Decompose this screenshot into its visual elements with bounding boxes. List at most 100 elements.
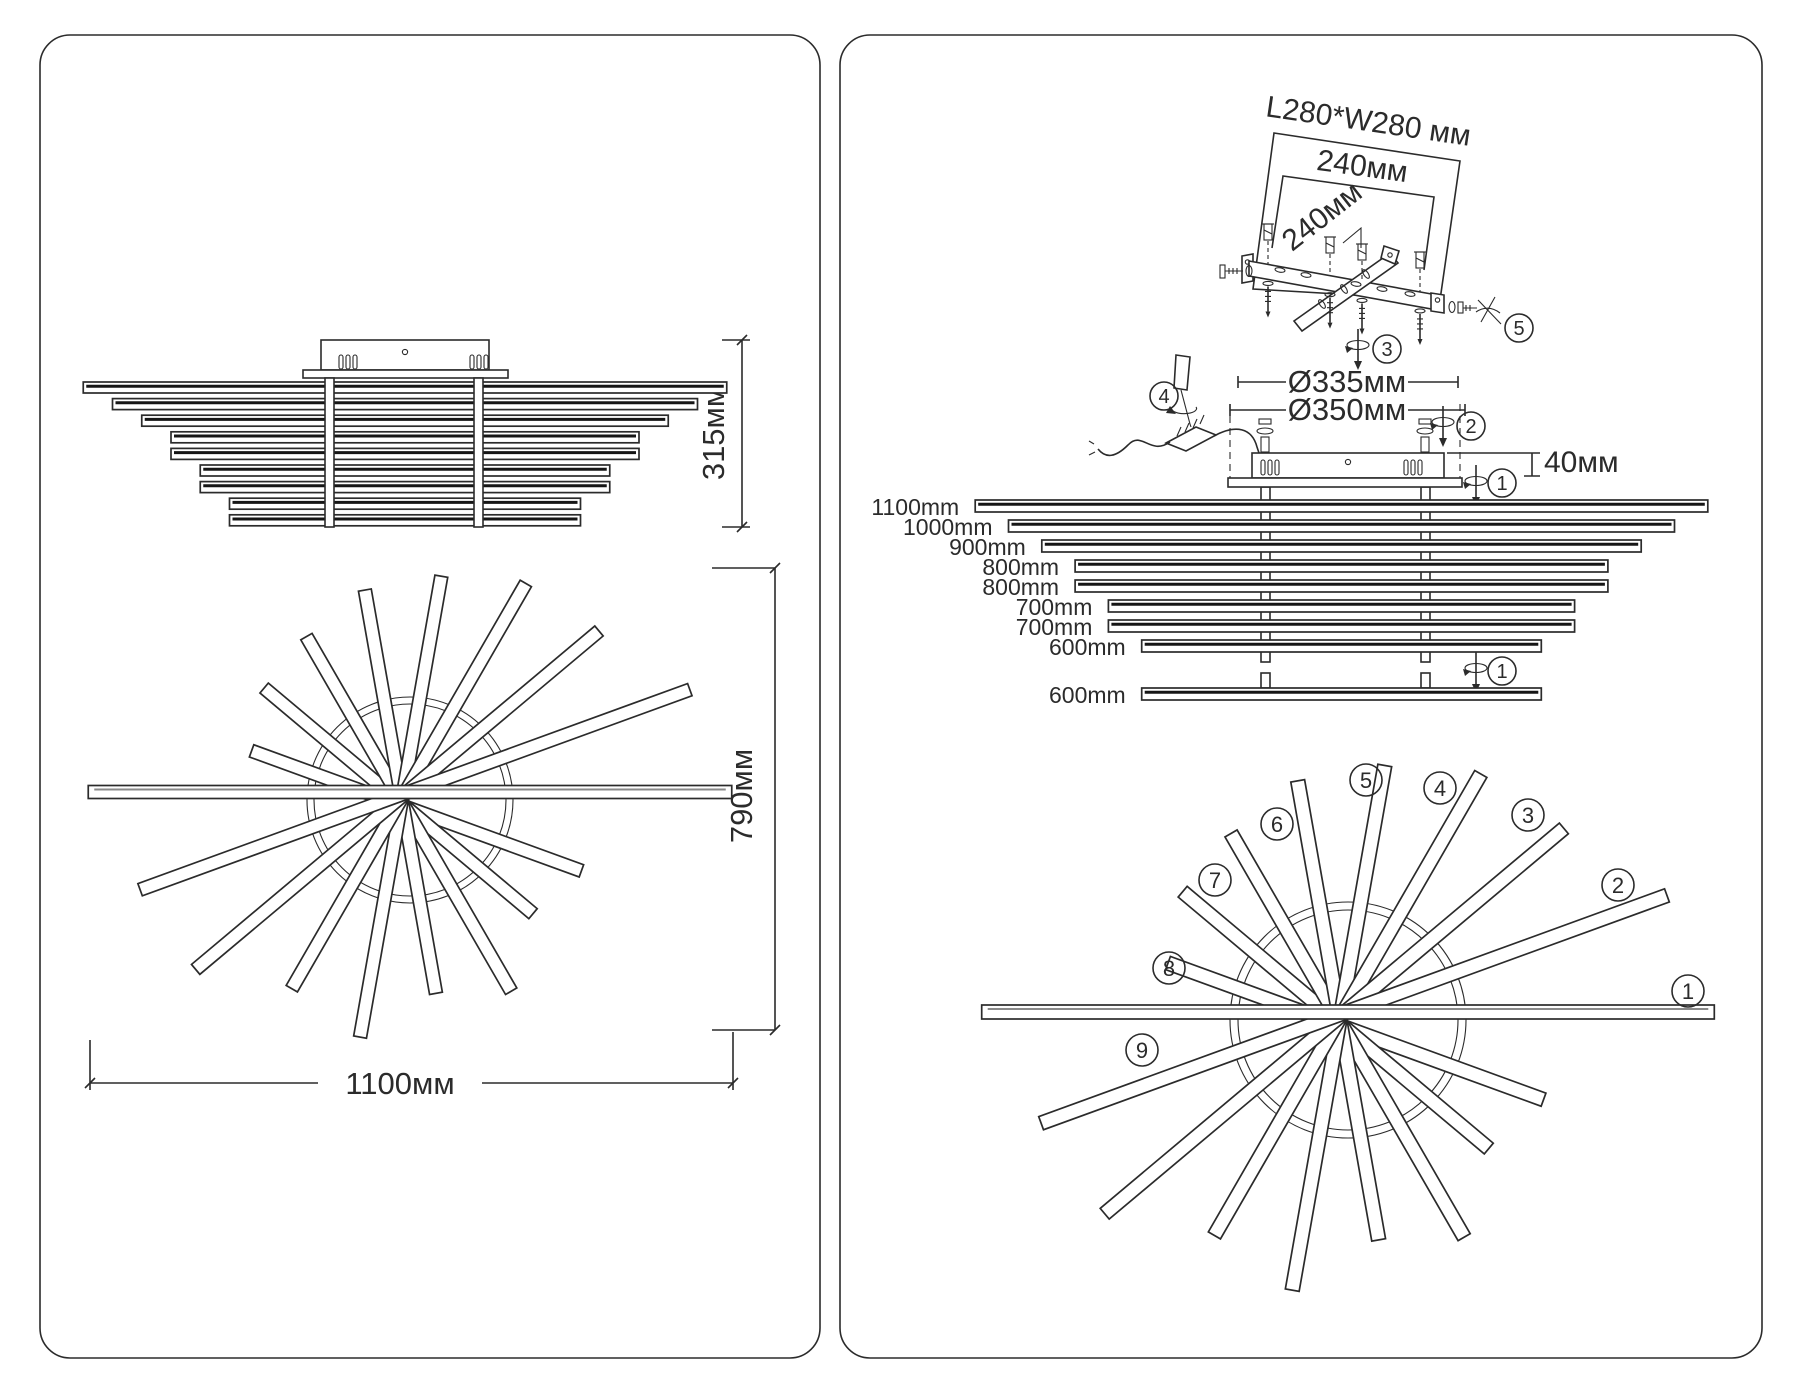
dim-1100-label: 1100мм <box>345 1066 454 1101</box>
step-badge <box>1487 656 1517 686</box>
wiring-detail <box>1088 354 1260 457</box>
spoke-number: 4 <box>1434 776 1446 801</box>
led-bar <box>87 784 733 800</box>
support-rod <box>324 377 335 528</box>
mount-bracket-view: L280*W280 мм 240мм 240мм <box>1219 90 1502 333</box>
support-rod-stub <box>1260 672 1271 689</box>
ring-inner <box>313 703 507 897</box>
vent-icon <box>476 354 482 370</box>
anchor-icon <box>1325 236 1335 254</box>
left-side-view-canopy <box>302 339 509 379</box>
wall-anchor-icon <box>1448 296 1502 325</box>
spoke-number: 5 <box>1360 768 1372 793</box>
spoke-number-badge <box>1671 974 1705 1008</box>
vent-icon <box>338 354 344 370</box>
spoke-number: 6 <box>1271 812 1283 837</box>
bracket-bar <box>1292 251 1400 333</box>
support-rod <box>1420 486 1431 663</box>
led-bar <box>1074 559 1609 573</box>
spoke-number: 8 <box>1163 956 1175 981</box>
anchor-icon <box>1415 251 1425 269</box>
bar-length-label: 600mm <box>1049 682 1126 708</box>
screw-icon <box>1256 418 1274 453</box>
spoke-number: 7 <box>1209 868 1221 893</box>
led-bar <box>974 499 1709 513</box>
bar-length-label: 800mm <box>982 574 1059 600</box>
vent-icon <box>1403 459 1409 476</box>
support-rod-stub <box>1420 672 1431 689</box>
step-number: 3 <box>1381 339 1392 361</box>
dim-40-label: 40мм <box>1544 446 1619 479</box>
generated-geometry: 1234567891100mm1000mm900mm800mm800mm700m… <box>82 223 1716 1293</box>
step-number: 1 <box>1496 473 1507 495</box>
bracket-diagonal-label: 240мм <box>1276 175 1368 257</box>
screw-icon <box>1219 264 1253 279</box>
led-bar <box>1007 519 1676 533</box>
step-badge <box>1504 313 1534 343</box>
dim-350-label: Ø350мм <box>1288 392 1406 427</box>
spoke-number-badge <box>1125 1033 1159 1067</box>
spoke-number-badge <box>1601 868 1635 902</box>
spoke-number: 1 <box>1682 979 1694 1004</box>
vent-icon <box>1410 459 1416 476</box>
leader-line <box>1342 226 1362 248</box>
bracket-plate-label: L280*W280 мм <box>1264 90 1473 152</box>
bar-length-label: 700mm <box>1016 594 1093 620</box>
spoke-number-badge <box>1260 807 1294 841</box>
spoke-number-badge <box>1423 771 1457 805</box>
screw-rotate-icon <box>1463 652 1488 693</box>
bar-length-label: 900mm <box>949 534 1026 560</box>
dimension-335: Ø335мм <box>1237 364 1459 399</box>
led-bar <box>1074 579 1609 593</box>
vent-icon <box>352 354 358 370</box>
step-number: 5 <box>1513 318 1524 340</box>
dimension-315: 315мм <box>696 334 750 533</box>
led-bar <box>1107 619 1576 633</box>
rotate-arrow <box>1166 406 1176 414</box>
screwdriver-icon <box>1173 354 1191 391</box>
bracket-tab <box>1430 292 1445 314</box>
vent-icon <box>1267 459 1273 476</box>
step-badge <box>1372 334 1402 364</box>
vent-icon <box>345 354 351 370</box>
vent-icon <box>483 354 489 370</box>
radial-top-view <box>87 574 733 1040</box>
ring-outer <box>306 696 514 904</box>
spoke-number: 9 <box>1136 1038 1148 1063</box>
led-bar <box>1140 687 1543 701</box>
anchor-icon <box>1263 223 1273 241</box>
vent-icon <box>1274 459 1280 476</box>
canopy-side-view: Ø335мм Ø350мм 40мм <box>1227 364 1619 488</box>
terminal-block-icon <box>1164 426 1218 452</box>
radial-top-view <box>980 763 1716 1293</box>
screw-icon <box>1416 418 1434 453</box>
bar-length-label: 600mm <box>1049 634 1126 660</box>
right-panel-frame <box>839 34 1763 1359</box>
spoke-number-badge <box>1349 763 1383 797</box>
ring-inner <box>1237 909 1459 1131</box>
exploded-bar-stack: 1100mm1000mm900mm800mm800mm700mm700mm600… <box>871 494 1709 708</box>
dim-335-label: Ø335мм <box>1288 364 1406 399</box>
ring-outer <box>1229 901 1467 1139</box>
step-number: 1 <box>1496 661 1507 683</box>
bracket-screws <box>1262 223 1426 345</box>
bar-length-label: 1100mm <box>871 494 959 520</box>
step-number: 4 <box>1158 386 1169 408</box>
spoke-number-badge <box>1198 863 1232 897</box>
vent-icon <box>1260 459 1266 476</box>
vent-icon <box>1417 459 1423 476</box>
led-bar <box>1140 639 1543 653</box>
spoke-number: 2 <box>1612 873 1624 898</box>
screw-rotate-icon <box>1430 406 1455 447</box>
dim-315-label: 315мм <box>696 386 731 480</box>
step-number: 2 <box>1465 416 1476 438</box>
screw-rotate-icon <box>1345 329 1370 370</box>
led-bar <box>1107 599 1576 613</box>
support-rod <box>1260 486 1271 663</box>
left-side-view-bars <box>82 377 728 528</box>
step-badge <box>1487 468 1517 498</box>
spoke-number-badges: 1 2 3 4 5 6 7 8 9 <box>1125 763 1705 1067</box>
bar-length-label: 700mm <box>1016 614 1093 640</box>
spoke-number-badge <box>1511 798 1545 832</box>
